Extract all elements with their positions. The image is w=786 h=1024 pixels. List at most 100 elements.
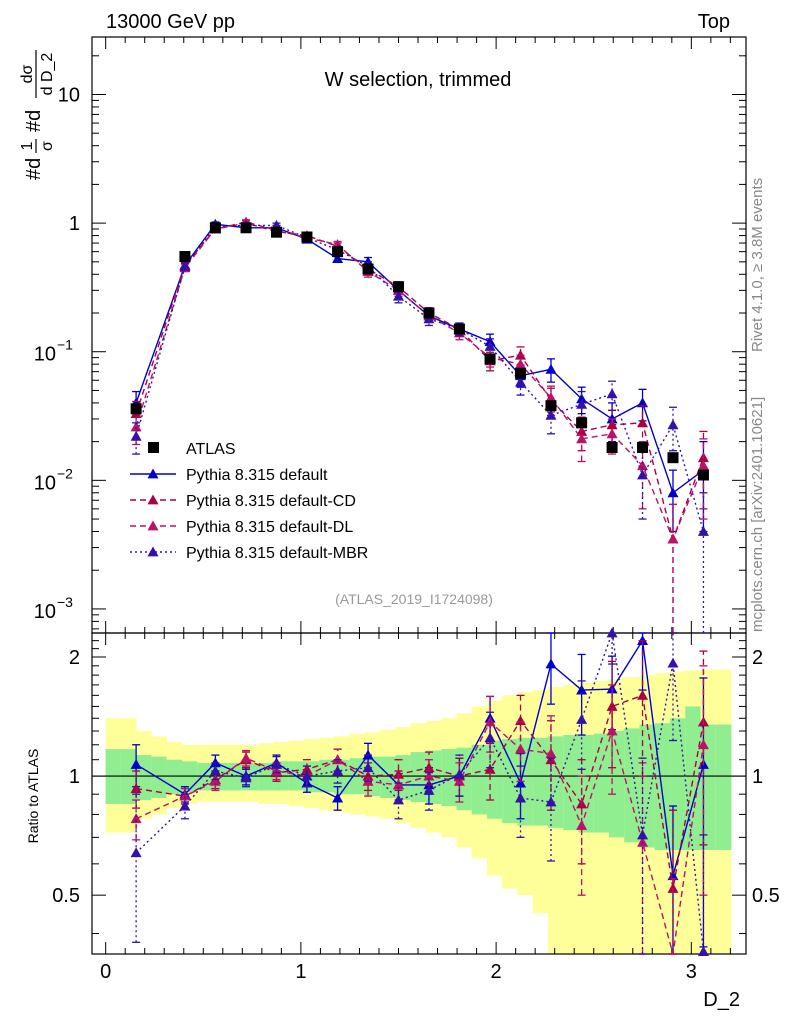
ratio-point <box>515 715 527 726</box>
atlas-data-point <box>484 353 496 365</box>
legend-marker <box>147 494 159 505</box>
atlas-data-point <box>362 263 374 275</box>
main-y-axis-label: #d 1 σ #d dσ d D_2 <box>19 50 56 180</box>
band-inner-bin <box>715 724 732 851</box>
ratio-point <box>606 725 618 736</box>
main-point <box>576 393 588 404</box>
x-axis-label: D_2 <box>703 989 740 1011</box>
main-point <box>179 260 191 271</box>
x-tick-label: 1 <box>295 961 306 983</box>
band-inner-bin <box>136 755 152 801</box>
ratio-point <box>362 762 374 773</box>
atlas-data-point <box>270 226 282 238</box>
ratio-point <box>637 836 649 847</box>
ratio-point <box>515 777 527 788</box>
ratio-point <box>332 765 344 776</box>
main-series <box>130 219 709 634</box>
ratio-point <box>606 627 618 638</box>
y-tick-label: 10 <box>58 85 80 107</box>
band-inner-bin <box>441 749 457 807</box>
y-tick-exponent: −2 <box>57 465 73 481</box>
main-plot-frame <box>91 36 747 634</box>
ratio-y-tick-label: 1 <box>69 766 80 788</box>
ratio-point <box>667 657 679 668</box>
ratio-point <box>423 784 435 795</box>
band-inner-bin <box>471 744 488 815</box>
ratio-point <box>576 714 588 724</box>
ratio-point <box>240 752 252 763</box>
main-series <box>130 218 709 533</box>
ylabel-part-d: #d <box>23 110 45 132</box>
y-tick-label: 10 <box>34 344 56 366</box>
atlas-data-point <box>130 403 142 415</box>
legend-marker <box>147 520 159 531</box>
main-point <box>515 358 527 369</box>
ratio-point <box>545 748 557 758</box>
band-inner-bin <box>624 728 640 843</box>
band-inner-bin <box>700 724 717 851</box>
band-inner-bin <box>517 737 534 826</box>
ratio-point <box>393 779 405 790</box>
main-series <box>130 217 709 634</box>
ratio-point <box>545 658 557 669</box>
ylabel-part-e: dσ <box>19 64 36 83</box>
main-point <box>667 419 679 430</box>
band-inner-bin <box>486 740 503 819</box>
main-point <box>545 409 557 420</box>
main-series-line <box>135 221 705 541</box>
legend-marker <box>147 468 159 479</box>
band-inner-bin <box>380 756 396 799</box>
main-point <box>697 460 709 471</box>
ratio-y-tick-label-right: 0.5 <box>752 885 780 907</box>
main-point <box>606 388 618 399</box>
main-point <box>515 376 527 387</box>
legend-label: Pythia 8.315 default <box>186 467 328 484</box>
x-tick-label: 3 <box>686 961 697 983</box>
band-inner-bin <box>639 724 656 848</box>
ratio-plot-frame <box>91 632 747 955</box>
main-point <box>637 397 649 408</box>
band-inner-bin <box>410 752 427 802</box>
legend-label: Pythia 8.315 default-DL <box>186 519 353 536</box>
main-point <box>667 533 679 544</box>
ylabel-part-b: 1 <box>19 141 36 150</box>
ratio-point <box>576 684 588 695</box>
main-point <box>545 363 557 374</box>
band-inner-bin <box>685 706 701 851</box>
ratio-point <box>209 765 221 776</box>
atlas-data-point <box>545 400 557 412</box>
atlas-data-point <box>515 367 527 379</box>
band-inner-bin <box>151 756 167 799</box>
atlas-data-point <box>209 222 221 234</box>
atlas-data-point <box>576 417 588 429</box>
atlas-data-point <box>332 246 344 258</box>
ratio-point <box>301 763 313 774</box>
band-inner-bin <box>578 735 595 833</box>
header-energy: 13000 GeV pp <box>106 11 235 33</box>
band-inner-bin <box>166 759 183 795</box>
ratio-point <box>332 792 344 803</box>
atlas-data-point <box>240 222 252 234</box>
main-point <box>667 487 679 498</box>
ratio-point <box>453 768 465 779</box>
ratio-point <box>130 783 142 793</box>
band-inner-bin <box>532 737 549 826</box>
band-inner-bin <box>502 739 518 824</box>
ratio-y-tick-label: 0.5 <box>52 885 80 907</box>
ratio-point <box>515 743 527 754</box>
ratio-point <box>637 829 649 840</box>
main-point <box>545 392 557 402</box>
ratio-uncertainty-bands <box>105 669 732 954</box>
ratio-point <box>484 732 496 743</box>
legend-label: ATLAS <box>186 441 236 458</box>
ratio-point <box>545 796 557 807</box>
main-point <box>130 421 142 432</box>
ratio-point <box>637 689 649 700</box>
legend-entry: Pythia 8.315 default <box>130 467 328 484</box>
ratio-point <box>130 758 142 769</box>
atlas-data-point <box>301 231 313 243</box>
legend-marker <box>147 546 159 557</box>
series-layer <box>130 216 709 956</box>
